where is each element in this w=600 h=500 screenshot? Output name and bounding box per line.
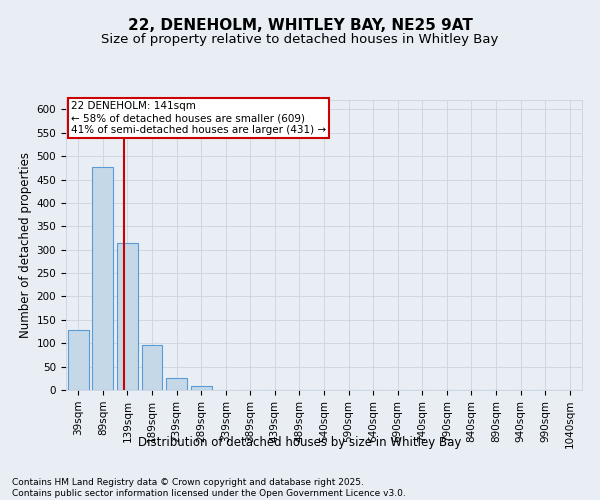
Text: Contains HM Land Registry data © Crown copyright and database right 2025.
Contai: Contains HM Land Registry data © Crown c… <box>12 478 406 498</box>
Bar <box>68 330 89 390</box>
Text: Size of property relative to detached houses in Whitley Bay: Size of property relative to detached ho… <box>101 32 499 46</box>
Text: 22 DENEHOLM: 141sqm
← 58% of detached houses are smaller (609)
41% of semi-detac: 22 DENEHOLM: 141sqm ← 58% of detached ho… <box>71 102 326 134</box>
Bar <box>142 344 163 390</box>
Bar <box>92 168 113 390</box>
Y-axis label: Number of detached properties: Number of detached properties <box>19 152 32 338</box>
Text: Distribution of detached houses by size in Whitley Bay: Distribution of detached houses by size … <box>139 436 461 449</box>
Bar <box>191 386 212 390</box>
Bar <box>117 242 138 390</box>
Text: 22, DENEHOLM, WHITLEY BAY, NE25 9AT: 22, DENEHOLM, WHITLEY BAY, NE25 9AT <box>128 18 472 32</box>
Bar <box>166 378 187 390</box>
